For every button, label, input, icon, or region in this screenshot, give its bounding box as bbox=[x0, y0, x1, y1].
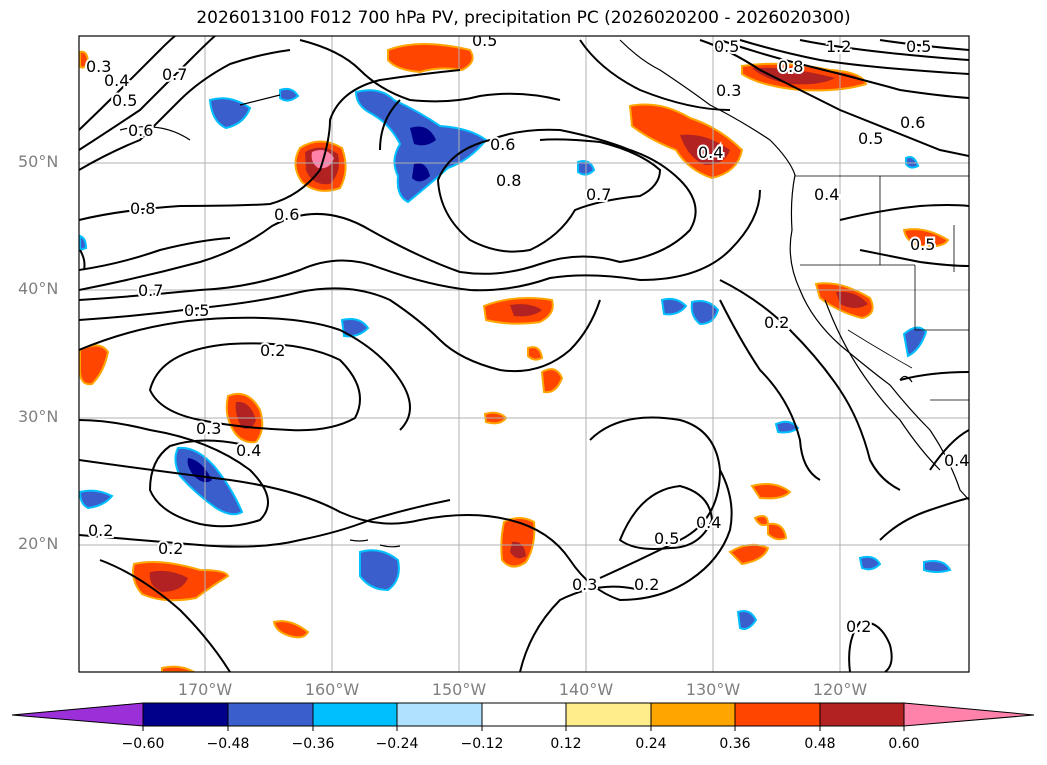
contour-label: 0.8 bbox=[778, 57, 803, 76]
contour-label: 0.5 bbox=[112, 91, 137, 110]
contour-label: 0.2 bbox=[88, 521, 113, 540]
pv-contours bbox=[79, 36, 969, 672]
graticule bbox=[79, 36, 969, 672]
contour-label: 0.5 bbox=[910, 235, 935, 254]
contour-label: 0.5 bbox=[184, 301, 209, 320]
contour-label: 0.5 bbox=[858, 129, 883, 148]
contour-label: 0.3 bbox=[86, 57, 111, 76]
lon-label: 170°W bbox=[177, 680, 233, 699]
contour-label: 0.3 bbox=[572, 575, 597, 594]
contour-label: 0.5 bbox=[472, 31, 497, 50]
lon-label: 160°W bbox=[304, 680, 360, 699]
contour-label: 0.2 bbox=[634, 575, 659, 594]
contour-label: 0.2 bbox=[846, 617, 871, 636]
contour-label: 0.5 bbox=[714, 37, 739, 56]
contour-label: 0.6 bbox=[490, 135, 515, 154]
map-title: 2026013100 F012 700 hPa PV, precipitatio… bbox=[196, 8, 851, 28]
map-frame bbox=[78, 35, 970, 673]
contour-label: 0.2 bbox=[764, 313, 789, 332]
contour-label: 0.7 bbox=[138, 281, 163, 300]
contour-label: 0.8 bbox=[496, 171, 521, 190]
colorbar-tick-label: −0.48 bbox=[206, 736, 250, 752]
colorbar bbox=[11, 702, 1035, 731]
colorbar-tick-label: −0.24 bbox=[375, 736, 419, 752]
contour-label: 0.7 bbox=[162, 65, 187, 84]
colorbar-tick-label: 0.36 bbox=[719, 736, 751, 752]
contour-label: 0.6 bbox=[274, 205, 299, 224]
lon-label: 120°W bbox=[812, 680, 868, 699]
contour-label: 0.6 bbox=[900, 113, 925, 132]
contour-label: 0.6 bbox=[128, 121, 153, 140]
contour-label: 0.4 bbox=[104, 71, 129, 90]
lat-label: 30°N bbox=[18, 407, 59, 426]
contour-labels: 0.3 0.4 0.5 0.7 0.6 0.8 0.6 0.7 0.5 0.2 … bbox=[84, 31, 969, 638]
lat-label: 40°N bbox=[18, 279, 59, 298]
contour-label: 0.4 bbox=[696, 513, 721, 532]
contour-label: 0.5 bbox=[654, 529, 679, 548]
contour-label: 0.4 bbox=[944, 451, 969, 470]
contour-label: 0.4 bbox=[698, 143, 723, 162]
contour-label: 0.4 bbox=[236, 441, 261, 460]
colorbar-tick-label: −0.36 bbox=[291, 736, 335, 752]
colorbar-tick-label: 0.60 bbox=[888, 736, 920, 752]
contour-label: 0.8 bbox=[130, 199, 155, 218]
lon-label: 150°W bbox=[431, 680, 487, 699]
lat-label: 20°N bbox=[18, 534, 59, 553]
borders bbox=[795, 175, 969, 401]
lat-label: 50°N bbox=[18, 152, 59, 171]
contour-label: 0.3 bbox=[196, 419, 221, 438]
colorbar-tick-label: 0.48 bbox=[804, 736, 836, 752]
lon-label: 130°W bbox=[685, 680, 741, 699]
contour-label: 0.2 bbox=[158, 539, 183, 558]
lon-label: 140°W bbox=[558, 680, 614, 699]
contour-label: 0.3 bbox=[716, 81, 741, 100]
contour-label: 0.4 bbox=[814, 185, 839, 204]
colorbar-tick-label: 0.24 bbox=[635, 736, 667, 752]
contour-label: 0.7 bbox=[586, 185, 611, 204]
colorbar-tick-label: −0.12 bbox=[460, 736, 504, 752]
colorbar-tick-label: −0.60 bbox=[121, 736, 165, 752]
coastlines bbox=[119, 39, 969, 548]
contour-label: 0.5 bbox=[906, 37, 931, 56]
colorbar-tick-label: 0.12 bbox=[550, 736, 582, 752]
contour-label: 0.2 bbox=[260, 341, 285, 360]
precip-anomaly-fill bbox=[79, 43, 952, 672]
contour-label: 1.2 bbox=[826, 37, 851, 56]
